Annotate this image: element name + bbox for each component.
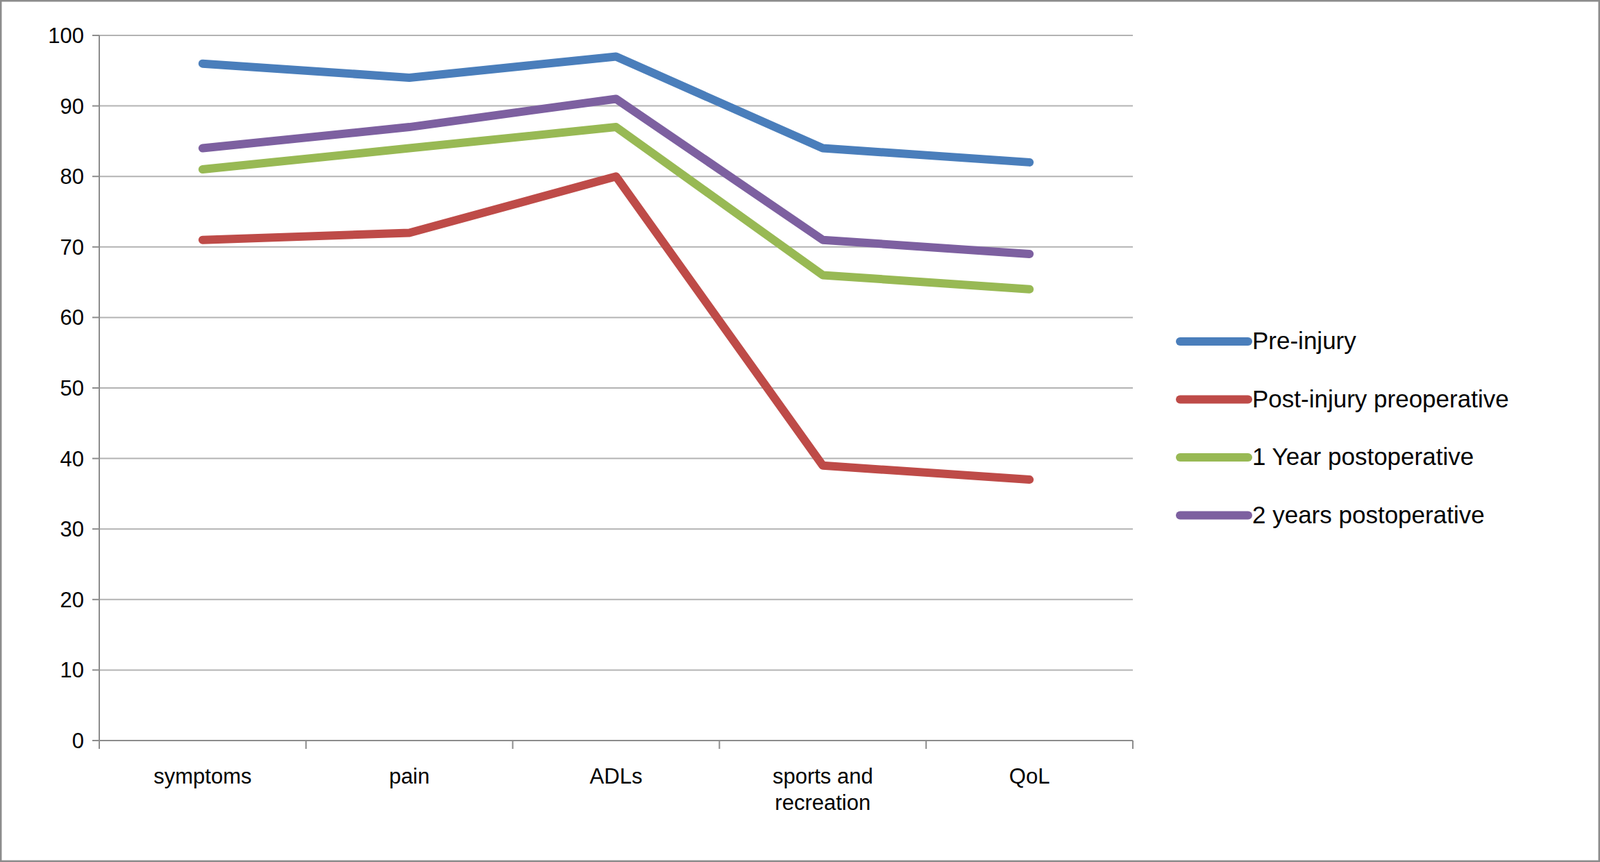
legend-label: 2 years postoperative	[1252, 501, 1485, 529]
y-tick	[92, 528, 100, 530]
grid-line	[99, 387, 1133, 389]
series-line	[202, 127, 1030, 290]
legend-label: Post-injury preoperative	[1252, 385, 1510, 413]
x-tick	[512, 740, 514, 749]
y-tick-label: 0	[72, 728, 84, 754]
grid-line	[99, 739, 1133, 742]
y-tick-label: 50	[60, 376, 84, 401]
y-tick	[92, 316, 100, 318]
y-tick-label: 60	[60, 305, 84, 330]
y-tick-label: 30	[60, 517, 84, 542]
label-line: sports and	[772, 764, 874, 789]
y-tick-label: 100	[47, 23, 84, 48]
x-tick	[925, 740, 927, 749]
series-line	[202, 98, 1030, 255]
y-tick-label: 70	[60, 235, 84, 260]
label-line: symptoms	[153, 764, 252, 789]
grid-line	[99, 34, 1133, 37]
chart: 0 10 20 30 40 50 60 70 80 90 100 symptoms pain ADLs sp…	[0, 0, 1600, 862]
series-line	[202, 176, 1030, 480]
y-tick-label: 10	[60, 658, 84, 683]
grid-line	[99, 528, 1133, 530]
legend-swatch	[1180, 511, 1249, 520]
x-tick-label: pain	[388, 764, 430, 789]
legend-label: Pre-injury	[1252, 326, 1357, 355]
y-tick-label: 20	[60, 587, 84, 613]
grid-line	[99, 599, 1133, 601]
y-tick	[92, 246, 100, 248]
y-tick	[92, 175, 100, 178]
x-tick-label: ADLs	[590, 764, 643, 789]
x-tick	[305, 740, 307, 749]
y-tick	[92, 34, 100, 37]
y-tick-label: 40	[60, 447, 84, 472]
y-tick-label: 90	[60, 94, 84, 119]
x-tick-label: QoL	[1009, 764, 1051, 789]
plot-area	[202, 56, 1030, 480]
label-line: recreation	[774, 790, 871, 815]
y-tick	[92, 669, 100, 671]
x-axis	[99, 739, 1133, 742]
x-tick	[1132, 740, 1134, 749]
grid-line	[99, 316, 1133, 318]
y-tick	[92, 739, 100, 742]
legend-label: 1 Year postoperative	[1252, 442, 1474, 470]
grid-line	[99, 105, 1133, 107]
x-tick	[98, 740, 100, 749]
legend-swatch	[1180, 337, 1249, 346]
chart-border	[0, 0, 1600, 862]
y-tick	[92, 599, 100, 601]
y-tick	[92, 105, 100, 107]
x-tick-label: symptoms	[153, 764, 252, 789]
label-line: pain	[388, 764, 430, 789]
legend-swatch	[1180, 453, 1249, 462]
y-tick-label: 80	[60, 164, 84, 189]
legend-swatch	[1180, 395, 1249, 404]
label-line: QoL	[1009, 764, 1051, 789]
x-tick	[718, 740, 720, 749]
y-axis	[98, 35, 100, 741]
grid-line	[99, 458, 1133, 460]
y-tick	[92, 387, 100, 389]
y-tick	[92, 458, 100, 460]
x-tick-label: sports andrecreation	[772, 764, 874, 815]
series-line	[202, 56, 1030, 162]
grid-line	[99, 669, 1133, 671]
label-line: ADLs	[590, 764, 643, 789]
